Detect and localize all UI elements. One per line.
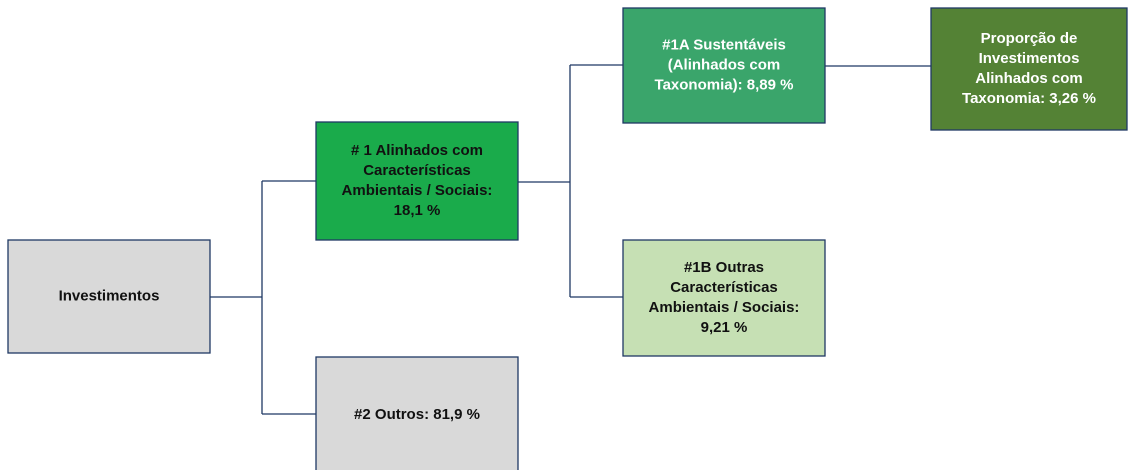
node: #2 Outros: 81,9 % (315, 356, 519, 470)
node-label: Alinhados com (975, 70, 1083, 87)
node-box (315, 121, 519, 241)
node-label: Características (670, 279, 778, 296)
node-box (315, 356, 519, 470)
node-box (7, 239, 211, 354)
node: Proporção de Investimentos Alinhados com Ta… (930, 7, 1128, 131)
node-label: Ambientais / Sociais: (342, 182, 493, 199)
node-label: Ambientais / Sociais: (649, 299, 800, 316)
connector (518, 64, 623, 298)
node-label: #1B Outras (684, 259, 764, 276)
node-label: # 1 Alinhados com (351, 142, 483, 159)
node-label: Taxonomia): 8,89 % (655, 76, 794, 93)
node-label: Proporção de (981, 30, 1078, 47)
node-label: 18,1 % (394, 202, 441, 219)
node-label: 9,21 % (701, 319, 748, 336)
node-label: Taxonomia: 3,26 % (962, 90, 1096, 107)
connector (210, 180, 316, 415)
node-box (622, 239, 826, 357)
connectors (210, 64, 931, 415)
node-label: (Alinhados com (668, 56, 781, 73)
node: #1A Sustentáveis (Alinhados com Taxonomia)… (622, 7, 826, 124)
node-label: Características (363, 162, 471, 179)
node-box (622, 7, 826, 124)
node-label: Investimentos (979, 50, 1080, 67)
node: # 1 Alinhados com Características Ambienta… (315, 121, 519, 241)
node-label: #2 Outros: 81,9 % (354, 406, 480, 423)
node: #1B Outras Características Ambientais / So… (622, 239, 826, 357)
node-box (930, 7, 1128, 131)
node: Investimentos (7, 239, 211, 354)
node-label: #1A Sustentáveis (662, 36, 786, 53)
node-label: Investimentos (59, 287, 160, 304)
